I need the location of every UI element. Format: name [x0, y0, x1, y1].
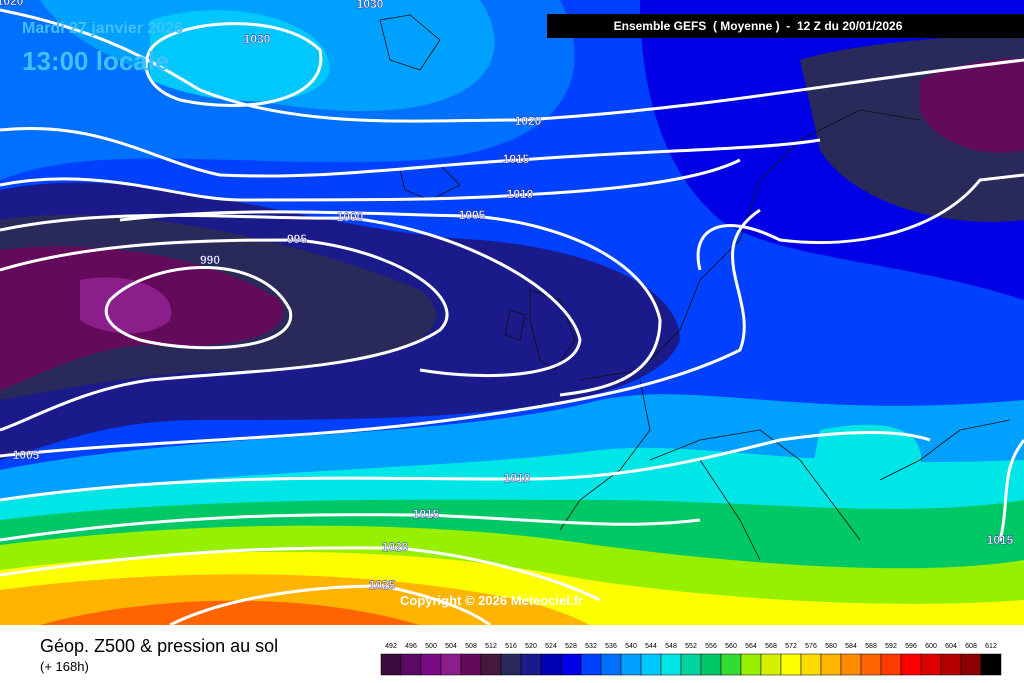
legend-value: 560	[725, 643, 737, 650]
legend-value: 528	[565, 643, 577, 650]
legend-swatch	[700, 653, 722, 676]
legend-value: 612	[985, 643, 997, 650]
legend-value: 564	[745, 643, 757, 650]
date: Mardi 27 janvier 2026	[22, 20, 183, 37]
legend-swatch	[940, 653, 962, 676]
isobar-label: 1015	[503, 152, 530, 166]
isobar-labels: 1020 1030 1030 1020 1015 1010 1005 1000 995 990 10…	[0, 0, 1014, 592]
isobar-label: 1005	[13, 448, 40, 462]
isobar-label: 1030	[244, 32, 271, 46]
legend-value: 512	[485, 643, 497, 650]
legend-value: 556	[705, 643, 717, 650]
legend-swatch	[500, 653, 522, 676]
isobar-label: 1015	[413, 507, 440, 521]
legend-swatch	[520, 653, 542, 676]
isobar-label: 1025	[369, 578, 396, 592]
legend-swatch	[800, 653, 822, 676]
legend-swatch	[480, 653, 502, 676]
legend-swatch	[680, 653, 702, 676]
legend-value: 536	[605, 643, 617, 650]
legend-swatch	[580, 653, 602, 676]
legend-swatch	[380, 653, 402, 676]
isobar-label: 1010	[504, 471, 531, 485]
isobar-label: 990	[200, 253, 220, 267]
isobar-label: 995	[287, 232, 307, 246]
footer-lead: (+ 168h)	[40, 659, 89, 674]
legend-value: 608	[965, 643, 977, 650]
isobars	[0, 8, 1024, 627]
legend-value: 508	[465, 643, 477, 650]
legend-value: 580	[825, 643, 837, 650]
legend-swatch	[600, 653, 622, 676]
legend-swatch	[640, 653, 662, 676]
legend-value: 572	[785, 643, 797, 650]
copyright: Copyright © 2026 Meteociel.fr	[400, 593, 583, 608]
legend-value: 500	[425, 643, 437, 650]
legend-swatch	[900, 653, 922, 676]
legend-swatch	[560, 653, 582, 676]
legend: 492 496 500 504 508 512 516 520 524 528 532 536 540 5…	[380, 643, 1002, 676]
legend-swatch	[620, 653, 642, 676]
time: 13:00 locale	[22, 46, 169, 76]
legend-swatch	[420, 653, 442, 676]
isobar-label: 1010	[507, 187, 534, 201]
legend-swatch	[660, 653, 682, 676]
legend-swatch	[840, 653, 862, 676]
legend-value: 568	[765, 643, 777, 650]
isobar-label: 1015	[987, 533, 1014, 547]
isobar-label: 1000	[337, 210, 364, 224]
legend-value: 576	[805, 643, 817, 650]
legend-swatch	[540, 653, 562, 676]
run-info: Ensemble GEFS ( Moyenne ) - 12 Z du 20/0…	[614, 19, 903, 33]
legend-swatch	[820, 653, 842, 676]
legend-swatch	[760, 653, 782, 676]
legend-swatch	[440, 653, 462, 676]
legend-swatch	[780, 653, 802, 676]
isobar-label: 1030	[357, 0, 384, 11]
legend-value: 520	[525, 643, 537, 650]
legend-swatch	[720, 653, 742, 676]
coastlines	[379, 14, 1011, 561]
legend-swatch	[460, 653, 482, 676]
legend-value: 544	[645, 643, 657, 650]
legend-value: 584	[845, 643, 857, 650]
isobar-label: 1020	[515, 114, 542, 128]
run-box	[547, 14, 1024, 38]
legend-swatch	[920, 653, 942, 676]
isobar-label: 1020	[382, 540, 409, 554]
legend-value: 524	[545, 643, 557, 650]
legend-value: 496	[405, 643, 417, 650]
legend-value: 504	[445, 643, 457, 650]
legend-value: 548	[665, 643, 677, 650]
isobar-label: 1020	[0, 0, 24, 8]
legend-swatch	[740, 653, 762, 676]
legend-value: 600	[925, 643, 937, 650]
legend-swatch	[860, 653, 882, 676]
legend-value: 532	[585, 643, 597, 650]
footer-title: Géop. Z500 & pression au sol	[40, 636, 278, 656]
legend-value: 516	[505, 643, 517, 650]
legend-value: 588	[865, 643, 877, 650]
map-field	[0, 0, 1024, 625]
legend-swatch	[400, 653, 422, 676]
legend-value: 492	[385, 643, 397, 650]
legend-swatch	[980, 653, 1002, 676]
legend-value: 540	[625, 643, 637, 650]
legend-value: 596	[905, 643, 917, 650]
legend-swatch	[960, 653, 982, 676]
legend-swatch	[880, 653, 902, 676]
isobar-label: 1005	[459, 208, 486, 222]
legend-value: 552	[685, 643, 697, 650]
legend-value: 592	[885, 643, 897, 650]
legend-value: 604	[945, 643, 957, 650]
